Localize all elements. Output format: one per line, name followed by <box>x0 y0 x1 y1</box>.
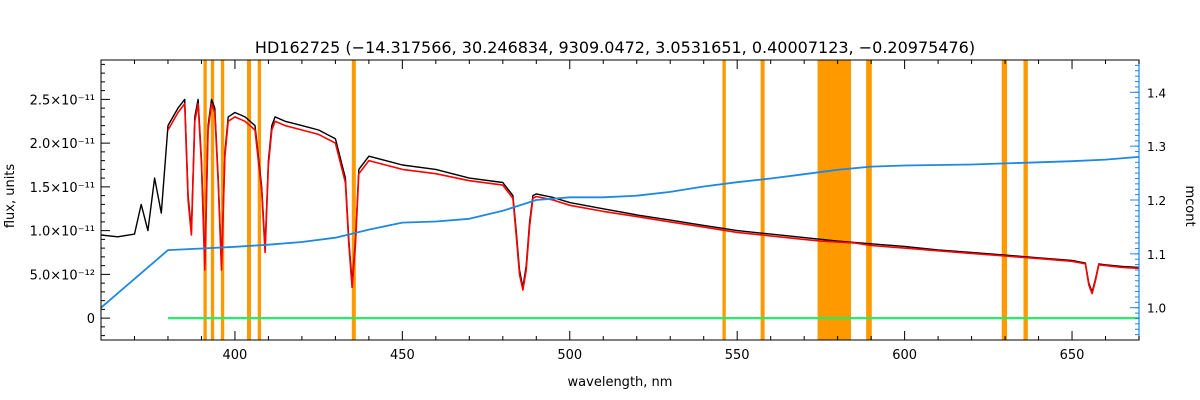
x-tick-label: 500 <box>557 348 582 363</box>
masked-region-7 <box>760 60 765 340</box>
chart-title: HD162725 (−14.317566, 30.246834, 9309.04… <box>255 38 975 57</box>
y-tick-label: 2.5×10⁻¹¹ <box>30 93 95 108</box>
axes: 400 450 500 550 600 650 0 5.0×10⁻¹² 1.0×10⁻¹¹ 1.5… <box>30 59 1166 363</box>
right-tick-label: 1.4 <box>1147 86 1166 100</box>
right-axis-title: mcont <box>1182 185 1197 226</box>
series-line-mcont <box>100 156 1140 309</box>
series-line-observed-flux <box>100 98 1140 293</box>
x-tick-label: 600 <box>892 348 917 363</box>
series-line-model-fit <box>167 103 1140 295</box>
x-tick-label: 550 <box>725 348 750 363</box>
masked-region-8 <box>817 60 852 340</box>
y-tick-label: 1.0×10⁻¹¹ <box>30 225 95 240</box>
masked-region-3 <box>246 60 252 340</box>
masked-regions <box>203 60 1028 340</box>
masked-region-4 <box>257 60 262 340</box>
masked-region-2 <box>220 60 225 340</box>
y-tick-label: 1.5×10⁻¹¹ <box>30 181 95 196</box>
x-axis-title: wavelength, nm <box>568 375 673 390</box>
right-tick-label: 1.3 <box>1147 140 1166 154</box>
y-tick-label: 5.0×10⁻¹² <box>30 268 95 283</box>
x-tick-label: 400 <box>223 348 248 363</box>
plot-frame <box>100 59 1140 341</box>
right-tick-label: 1.0 <box>1147 302 1166 316</box>
y-tick-label: 0 <box>87 312 95 327</box>
masked-region-10 <box>1001 60 1008 340</box>
series-layer <box>100 98 1140 320</box>
masked-region-11 <box>1023 60 1028 340</box>
x-tick-label: 450 <box>390 348 415 363</box>
y-axis-title: flux, units <box>3 164 18 229</box>
right-tick-label: 1.1 <box>1147 248 1166 262</box>
masked-region-5 <box>351 60 356 340</box>
masked-region-1 <box>210 60 215 340</box>
y-tick-label: 2.0×10⁻¹¹ <box>30 137 95 152</box>
masked-region-6 <box>722 60 726 340</box>
x-tick-label: 650 <box>1060 348 1085 363</box>
right-tick-label: 1.2 <box>1147 194 1166 208</box>
masked-region-0 <box>203 60 207 340</box>
masked-region-9 <box>866 60 872 340</box>
